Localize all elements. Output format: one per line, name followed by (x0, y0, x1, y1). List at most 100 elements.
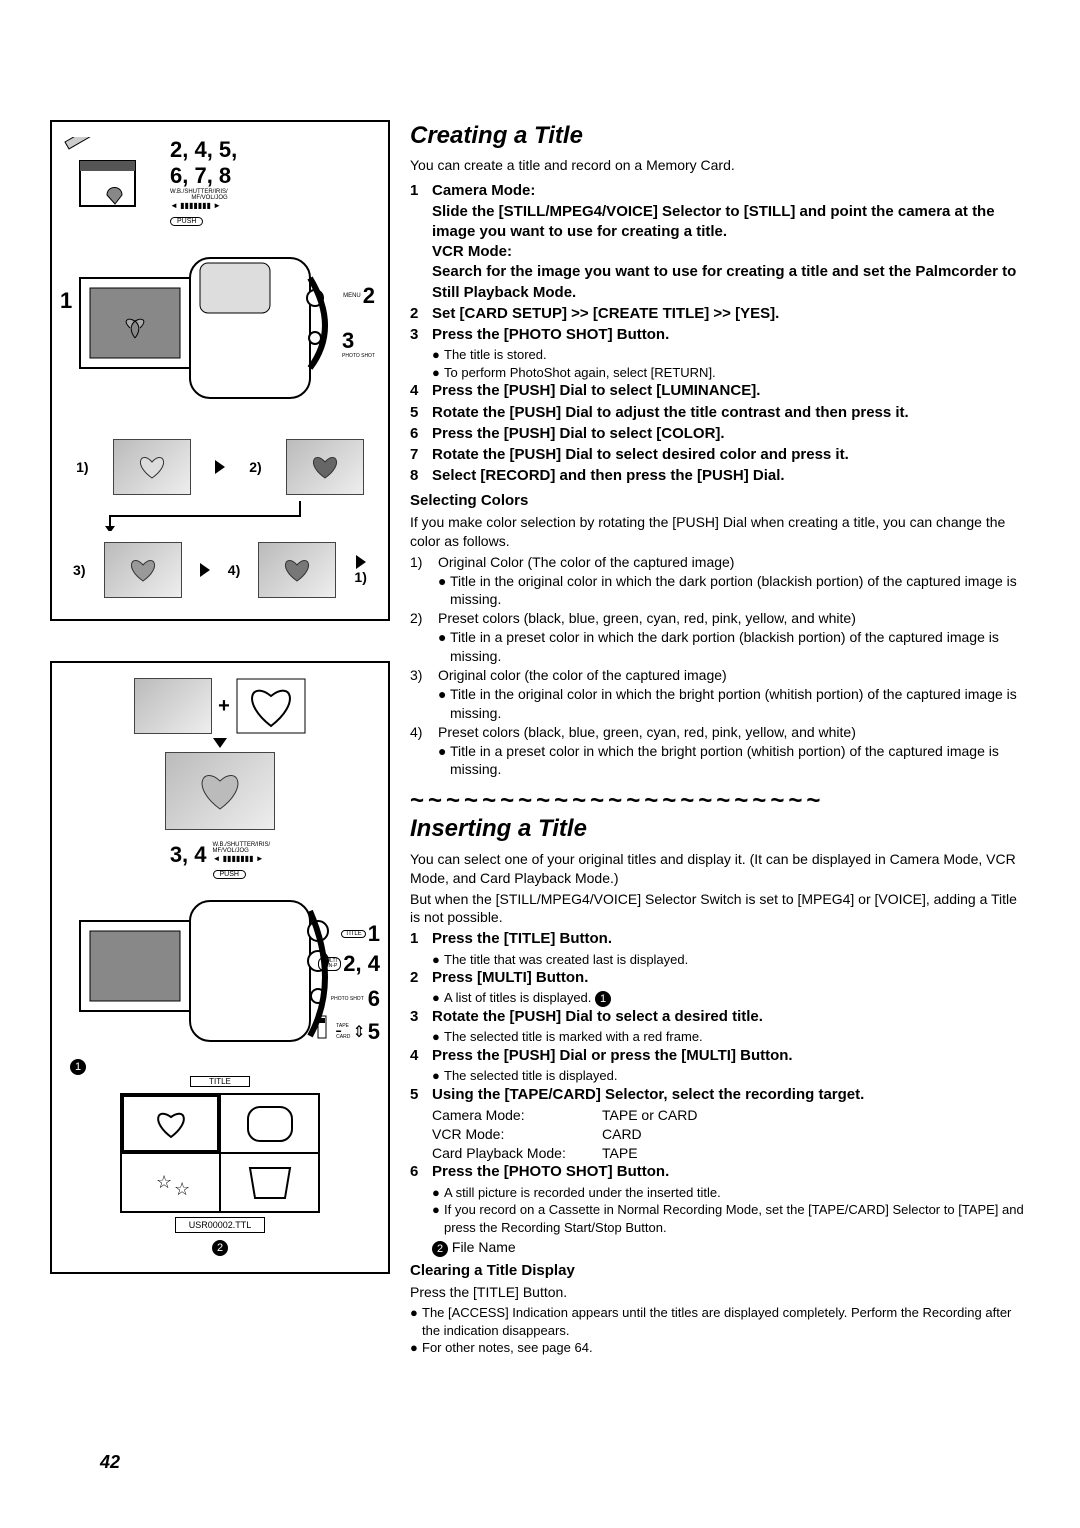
bullet-text: The selected title is displayed. (444, 1067, 617, 1085)
step-text: Press the [TITLE] Button. (432, 930, 612, 947)
step-num: 3 (410, 325, 432, 345)
color-bullet: Title in a preset color in which the dar… (450, 628, 1030, 666)
svg-text:☆: ☆ (156, 1172, 172, 1192)
bullet-icon: ● (432, 1184, 444, 1202)
step-num: 1 (410, 929, 432, 949)
section1-title: Creating a Title (410, 120, 1030, 152)
c6: 6 (368, 986, 380, 1012)
clearing-heading: Clearing a Title Display (410, 1261, 1030, 1281)
title-cell-frame (220, 1094, 319, 1153)
step-text: Rotate the [PUSH] Dial to select a desir… (432, 1008, 763, 1025)
color-text: Original Color (The color of the capture… (438, 553, 734, 572)
bullet-icon: ● (432, 364, 444, 382)
c5: 5 (368, 1019, 380, 1045)
menu-label: MENU (343, 293, 361, 299)
step-num: 4 (410, 1046, 432, 1066)
bullet-icon: ● (438, 572, 450, 591)
connector-line (60, 501, 360, 531)
title-cell-stars: ☆☆ (121, 1153, 220, 1212)
step-num: 5 (410, 1085, 432, 1105)
step-num: 2 (410, 304, 432, 324)
color-num: 3) (410, 666, 438, 685)
arrow-right-icon (215, 460, 225, 474)
bullet-text: A list of titles is displayed. 1 (444, 989, 611, 1007)
c24: 2, 4 (343, 951, 380, 977)
step-text: Set [CARD SETUP] >> [CREATE TITLE] >> [Y… (432, 305, 779, 322)
section2-intro1: You can select one of your original titl… (410, 850, 1030, 888)
bullet-icon: ● (410, 1304, 422, 1322)
bullet-text: The title that was created last is displ… (444, 951, 688, 969)
mode-label: Card Playback Mode: (432, 1144, 602, 1163)
bullet-text: To perform PhotoShot again, select [RETU… (444, 364, 716, 382)
file-name-circled: 2 (432, 1241, 448, 1257)
step-text: Press [MULTI] Button. (432, 969, 588, 986)
arrow-down-icon (213, 738, 227, 748)
title-cell-frame2 (220, 1153, 319, 1212)
bullet-icon: ● (438, 742, 450, 761)
mode-label: Camera Mode: (432, 1106, 602, 1125)
top-step-label: 2, 4, 5, 6, 7, 8 (170, 137, 380, 189)
step-num: 6 (410, 424, 432, 444)
mode-value: CARD (602, 1125, 1030, 1144)
push-label-2: PUSH (213, 870, 246, 879)
bullet-icon: ● (432, 346, 444, 364)
bullet-icon: ● (410, 1339, 422, 1357)
thumb-loop-label: 1) (354, 569, 366, 585)
callout-2: 2 (363, 283, 375, 309)
step-text: Press the [PUSH] Dial to select [LUMINAN… (432, 382, 760, 399)
photo-thumb (134, 678, 212, 734)
photoshot-label: PHOTO SHOT (342, 354, 375, 359)
bullet-icon: ● (438, 685, 450, 704)
combined-thumb (165, 752, 275, 830)
diagram-creating-title: 2, 4, 5, 6, 7, 8 W.B./SHUTTER/IRIS/ MF/V… (50, 120, 390, 621)
thumb-1 (113, 439, 191, 495)
selecting-colors-heading: Selecting Colors (410, 491, 1030, 511)
bullet-icon: ● (432, 1201, 444, 1219)
color-text: Preset colors (black, blue, green, cyan,… (438, 723, 856, 742)
step-num: 6 (410, 1162, 432, 1182)
bullet-icon: ● (432, 1067, 444, 1085)
step-text: Camera Mode: Slide the [STILL/MPEG4/VOIC… (432, 182, 1016, 300)
mode-value: TAPE or CARD (602, 1106, 1030, 1125)
dial-text-2: W.B./SHUTTER/IRIS/ MF/VOL/JOG (213, 842, 271, 854)
diagram-inserting-title: + 3, 4 W.B./SHUTTER/IRIS/ MF/VOL/JOG ◄ ▮… (50, 661, 390, 1274)
color-text: Preset colors (black, blue, green, cyan,… (438, 609, 856, 628)
thumb-3 (104, 542, 182, 598)
mode-label: VCR Mode: (432, 1125, 602, 1144)
card-label: CARD (336, 1035, 350, 1041)
color-bullet: Title in the original color in which the… (450, 572, 1030, 610)
clearing-text: Press the [TITLE] Button. (410, 1283, 1030, 1302)
bullet-text: If you record on a Cassette in Normal Re… (444, 1201, 1030, 1236)
section2-intro2: But when the [STILL/MPEG4/VOICE] Selecto… (410, 890, 1030, 928)
thumb-4-label: 4) (228, 562, 240, 578)
selecting-colors-intro: If you make color selection by rotating … (410, 513, 1030, 551)
step-num: 8 (410, 466, 432, 486)
step-text: Select [RECORD] and then press the [PUSH… (432, 467, 785, 484)
text-column: Creating a Title You can create a title … (410, 120, 1030, 1357)
bullet-icon: ● (432, 951, 444, 969)
diagrams-column: 2, 4, 5, 6, 7, 8 W.B./SHUTTER/IRIS/ MF/V… (50, 120, 390, 1357)
step-num: 1 (410, 181, 432, 201)
card-pen-icon (60, 137, 160, 217)
thumb-2 (286, 439, 364, 495)
section2-title: Inserting a Title (410, 813, 1030, 845)
step-text: Press the [PHOTO SHOT] Button. (432, 1163, 669, 1180)
callout-3: 3 (342, 328, 375, 354)
photoshot-label-2: PHOTO SHOT (331, 997, 364, 1002)
title-cell-heart (121, 1094, 220, 1153)
c1: 1 (368, 921, 380, 947)
file-name-box: USR00002.TTL (175, 1217, 265, 1233)
step-num: 5 (410, 403, 432, 423)
bullet-text: The [ACCESS] Indication appears until th… (422, 1304, 1030, 1339)
color-num: 1) (410, 553, 438, 572)
bullet-text: The selected title is marked with a red … (444, 1028, 703, 1046)
color-bullet: Title in a preset color in which the bri… (450, 742, 1030, 780)
file-name-label: File Name (452, 1239, 516, 1255)
step-num: 4 (410, 381, 432, 401)
step-text: Press the [PUSH] Dial or press the [MULT… (432, 1047, 793, 1064)
bullet-text: The title is stored. (444, 346, 547, 364)
step-num: 3 (410, 1007, 432, 1027)
step-text: Press the [PHOTO SHOT] Button. (432, 326, 669, 343)
thumb-3-label: 3) (73, 562, 85, 578)
title-btn-label: TITLE (341, 930, 365, 938)
